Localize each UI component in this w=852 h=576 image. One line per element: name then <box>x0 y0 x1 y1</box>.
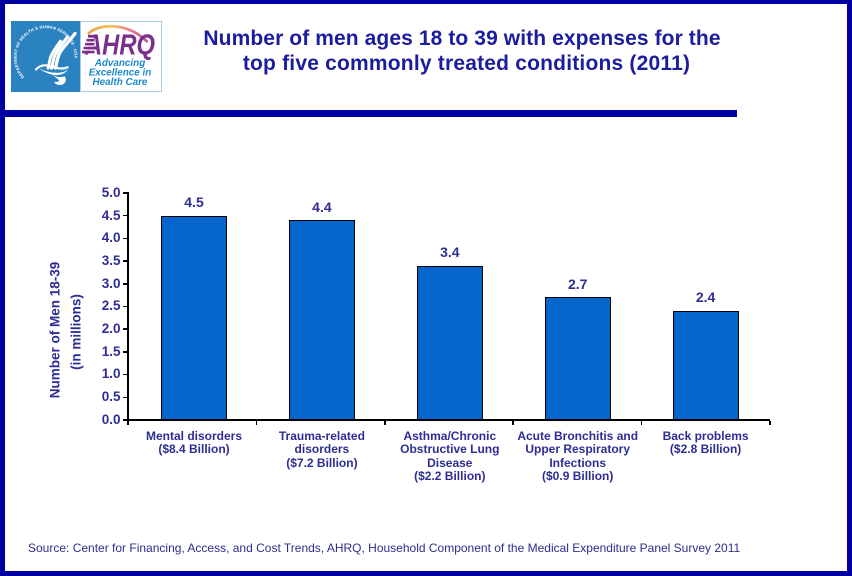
svg-text:Excellence in: Excellence in <box>89 68 152 79</box>
svg-text:Advancing: Advancing <box>94 58 145 69</box>
svg-text:Health Care: Health Care <box>93 77 148 88</box>
svg-text:AHRQ: AHRQ <box>84 29 155 61</box>
